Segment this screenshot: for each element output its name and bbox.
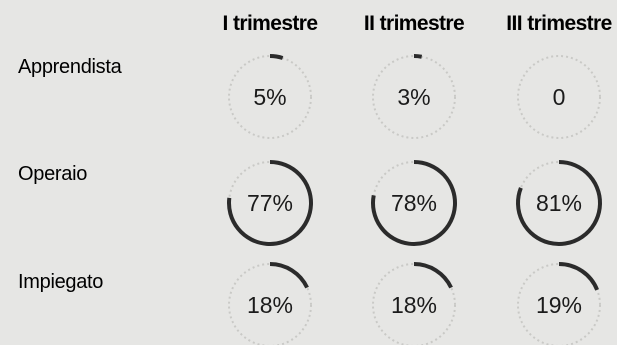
value-label-operaio-q3: 81% bbox=[536, 190, 582, 216]
row-label-impiegato: Impiegato bbox=[18, 271, 103, 293]
arc-impiegato-q3 bbox=[558, 262, 599, 291]
value-label-apprendista-q1: 5% bbox=[253, 84, 286, 110]
column-header-q1: I trimestre bbox=[223, 12, 318, 35]
value-label-impiegato-q2: 18% bbox=[391, 292, 437, 318]
arc-apprendista-q1 bbox=[269, 54, 284, 60]
value-label-apprendista-q3: 0 bbox=[553, 84, 566, 110]
column-header-q3: III trimestre bbox=[506, 12, 611, 35]
arc-operaio-q3 bbox=[516, 160, 602, 246]
row-label-operaio: Operaio bbox=[18, 163, 87, 185]
value-label-impiegato-q3: 19% bbox=[536, 292, 582, 318]
row-label-apprendista: Apprendista bbox=[18, 56, 123, 78]
rings-group: 5% 3% 0 77% 78% 81% 18% 18% 19% bbox=[227, 54, 602, 345]
value-label-operaio-q2: 78% bbox=[391, 190, 437, 216]
ring-track-apprendista-q2 bbox=[372, 55, 456, 139]
value-label-apprendista-q2: 3% bbox=[397, 84, 430, 110]
ring-track-impiegato-q3 bbox=[517, 263, 601, 345]
arc-operaio-q1 bbox=[227, 160, 313, 246]
ring-track-apprendista-q1 bbox=[228, 55, 312, 139]
ring-track-apprendista-q3 bbox=[517, 55, 601, 139]
arc-apprendista-q2 bbox=[413, 54, 423, 59]
ring-track-impiegato-q2 bbox=[372, 263, 456, 345]
value-label-operaio-q1: 77% bbox=[247, 190, 293, 216]
value-label-impiegato-q1: 18% bbox=[247, 292, 293, 318]
arc-impiegato-q1 bbox=[269, 262, 309, 289]
arc-operaio-q2 bbox=[371, 160, 457, 246]
arc-impiegato-q2 bbox=[413, 262, 453, 289]
column-header-q2: II trimestre bbox=[364, 12, 464, 35]
ring-track-impiegato-q1 bbox=[228, 263, 312, 345]
